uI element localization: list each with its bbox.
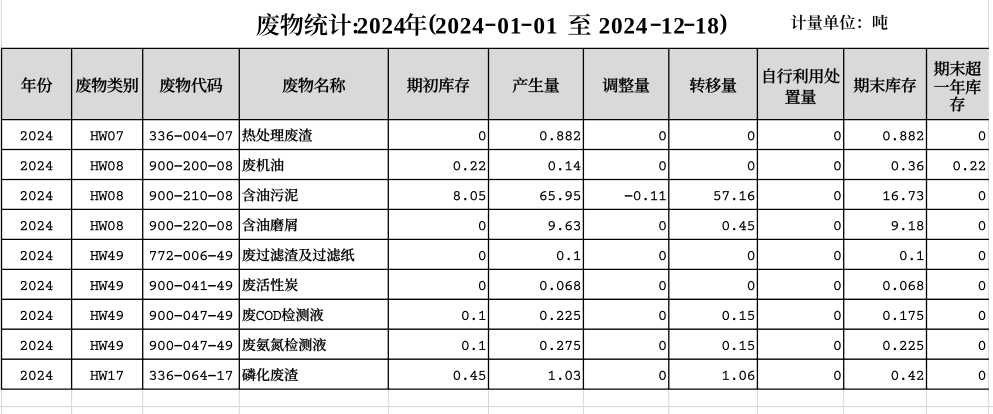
svg-text:(: ( [429,10,438,36]
svg-text:2024: 2024 [599,13,649,39]
svg-text:18: 18 [695,13,720,39]
svg-text:01: 01 [533,13,558,39]
svg-text:2024: 2024 [357,13,407,39]
svg-text::: : [352,13,361,39]
svg-text:2024: 2024 [435,13,485,39]
svg-text:01: 01 [497,13,522,39]
svg-text:): ) [720,10,729,36]
svg-text:12: 12 [661,13,686,39]
